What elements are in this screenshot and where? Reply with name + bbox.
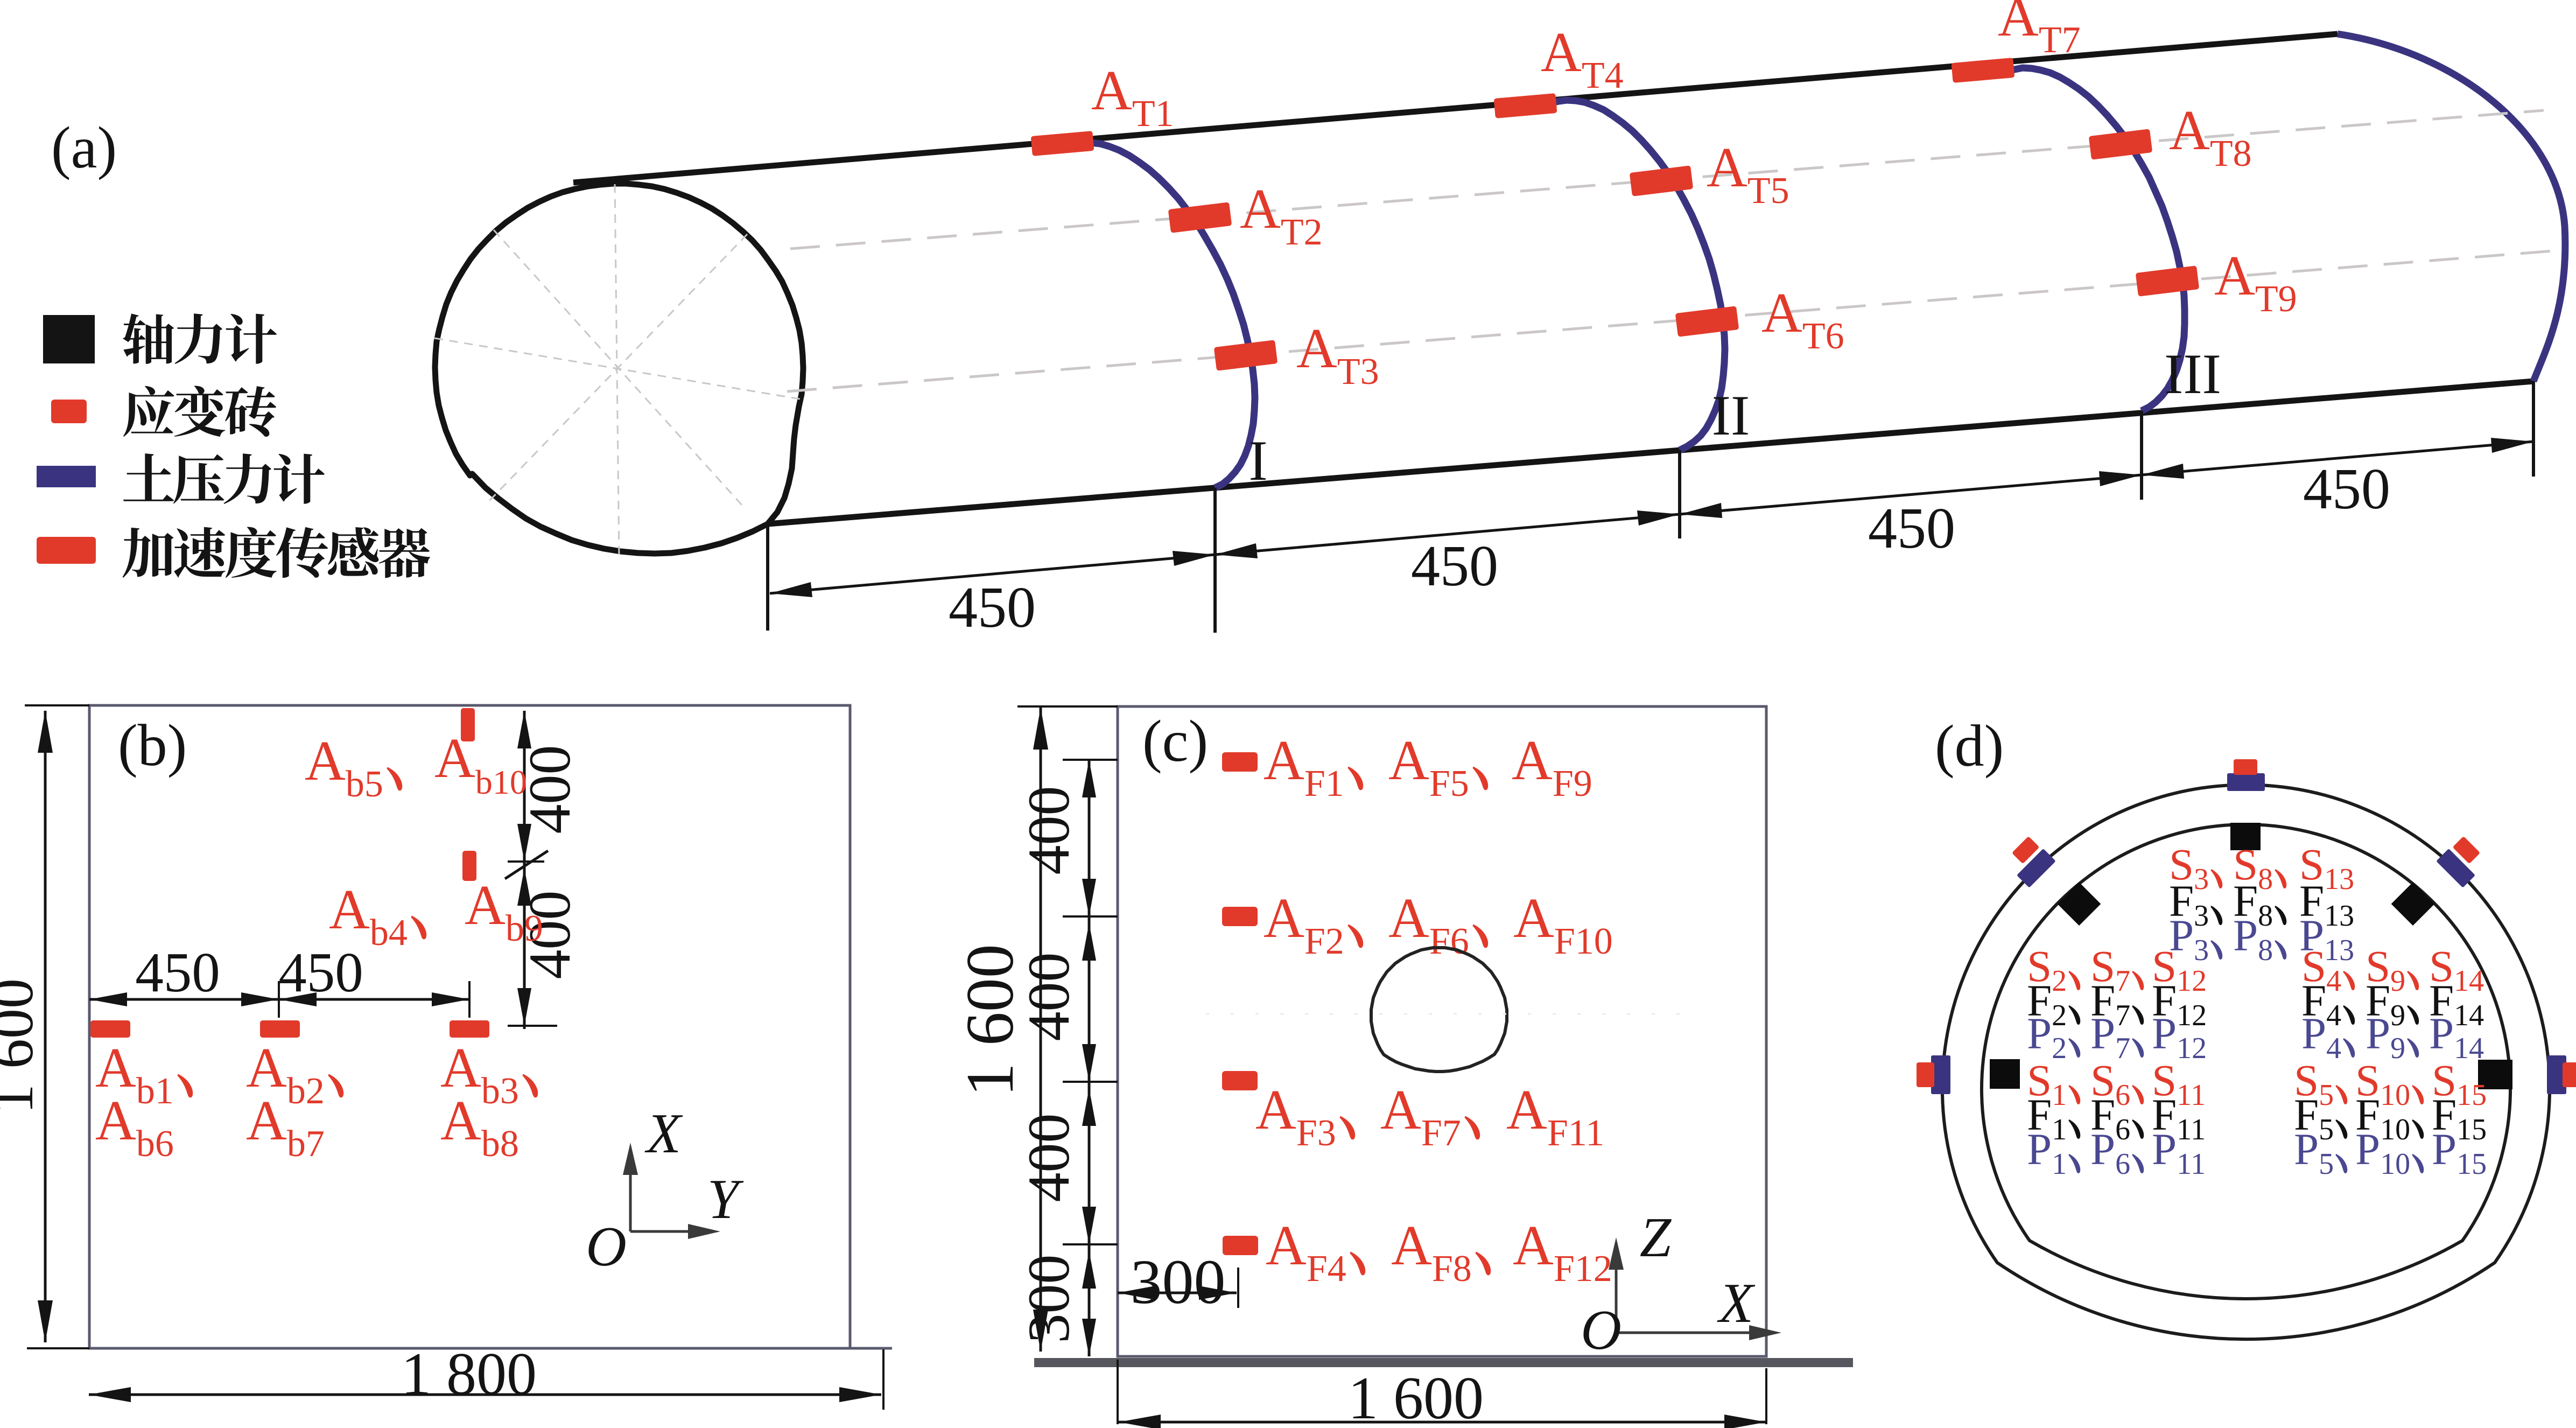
svg-text:400: 400	[1016, 786, 1082, 875]
svg-text:400: 400	[517, 745, 582, 834]
svg-text:400: 400	[1016, 953, 1082, 1041]
svg-text:300: 300	[1016, 1255, 1082, 1343]
svg-text:O: O	[586, 1215, 627, 1278]
svg-text:1 600: 1 600	[1348, 1365, 1484, 1428]
svg-text:1 600: 1 600	[953, 944, 1028, 1097]
svg-text:X: X	[1717, 1271, 1756, 1334]
svg-text:400: 400	[517, 891, 582, 979]
svg-text:450: 450	[2303, 457, 2390, 521]
svg-text:(b): (b)	[118, 712, 187, 778]
svg-text:1 800: 1 800	[401, 1341, 537, 1408]
svg-text:S1: S1	[2027, 1055, 2067, 1112]
svg-text:(d): (d)	[1935, 713, 2004, 779]
svg-text:F8: F8	[2233, 876, 2273, 933]
svg-text:II: II	[1712, 384, 1750, 447]
svg-text:450: 450	[949, 576, 1036, 640]
svg-text:Y: Y	[707, 1167, 744, 1230]
svg-text:(a): (a)	[51, 115, 117, 180]
svg-text:I: I	[1248, 429, 1267, 492]
svg-text:F6: F6	[2090, 1090, 2130, 1146]
svg-text:X: X	[644, 1102, 683, 1165]
svg-text:1 600: 1 600	[0, 978, 46, 1114]
svg-text:(c): (c)	[1142, 708, 1208, 774]
svg-text:450: 450	[1868, 496, 1955, 561]
svg-text:450: 450	[135, 941, 220, 1004]
svg-text:O: O	[1581, 1298, 1622, 1361]
svg-text:Z: Z	[1640, 1206, 1672, 1269]
svg-text:S7: S7	[2090, 941, 2130, 998]
svg-text:450: 450	[1411, 534, 1498, 598]
svg-text:400: 400	[1016, 1114, 1082, 1202]
svg-text:450: 450	[278, 941, 363, 1004]
svg-text:P7: P7	[2090, 1009, 2130, 1065]
svg-text:S4: S4	[2301, 941, 2341, 998]
svg-text:P5: P5	[2294, 1124, 2334, 1181]
svg-text:III: III	[2164, 342, 2221, 405]
svg-text:300: 300	[1131, 1247, 1226, 1317]
